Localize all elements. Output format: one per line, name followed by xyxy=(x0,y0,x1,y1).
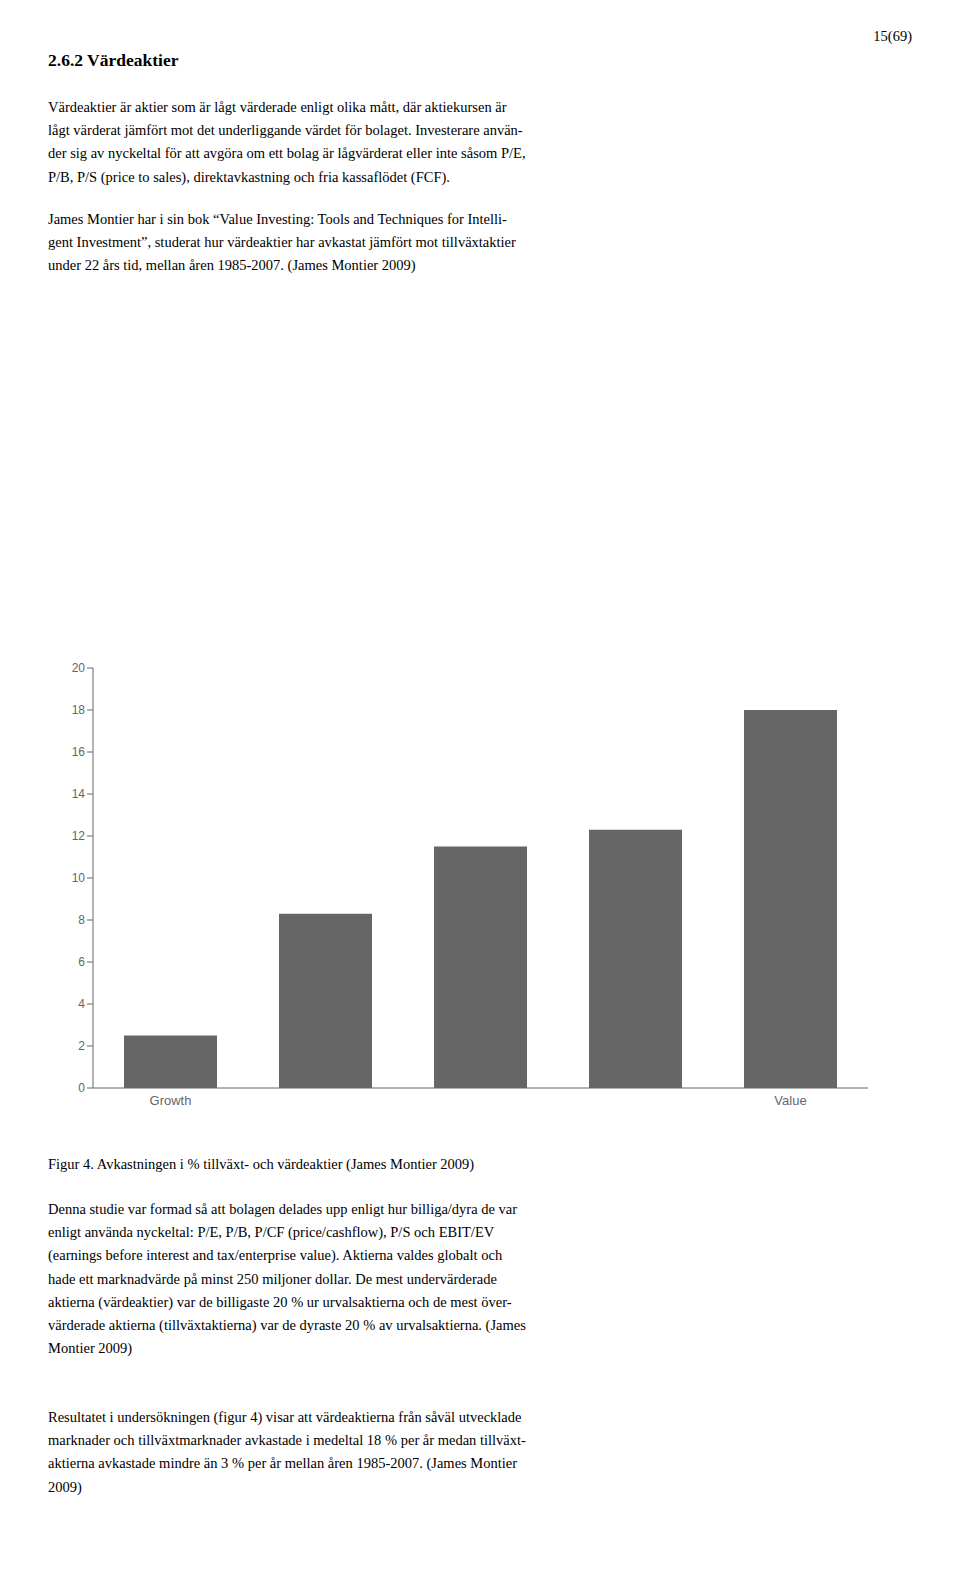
html-text:Värdeaktier är aktier som är l: Värdeaktier är aktier som är lågt värder… xyxy=(48,99,526,185)
svg-text:6: 6 xyxy=(78,955,85,969)
svg-text:12: 12 xyxy=(72,829,86,843)
svg-text:4: 4 xyxy=(78,997,85,1011)
svg-text:0: 0 xyxy=(78,1081,85,1095)
html-text:15(69): 15(69) xyxy=(873,28,912,44)
svg-text:Value: Value xyxy=(774,1093,806,1108)
html-text:Figur 4. Avkastningen i % till: Figur 4. Avkastningen i % tillväxt- och … xyxy=(48,1156,475,1172)
html-text:Denna studie var formad så att: Denna studie var formad så att bolagen d… xyxy=(48,1201,526,1357)
html-text:Resultatet i undersökningen (f: Resultatet i undersökningen (figur 4) vi… xyxy=(48,1409,526,1495)
svg-text:20: 20 xyxy=(72,661,86,675)
svg-text:Growth: Growth xyxy=(150,1093,192,1108)
html-text:James Montier har i sin bok “V: James Montier har i sin bok “Value Inves… xyxy=(48,211,516,274)
html-text:2.6.2 Värdeaktier: 2.6.2 Värdeaktier xyxy=(48,50,179,70)
svg-text:10: 10 xyxy=(72,871,86,885)
svg-text:2: 2 xyxy=(78,1039,85,1053)
svg-text:16: 16 xyxy=(72,745,86,759)
svg-text:8: 8 xyxy=(78,913,85,927)
svg-text:14: 14 xyxy=(72,787,86,801)
svg-text:18: 18 xyxy=(72,703,86,717)
